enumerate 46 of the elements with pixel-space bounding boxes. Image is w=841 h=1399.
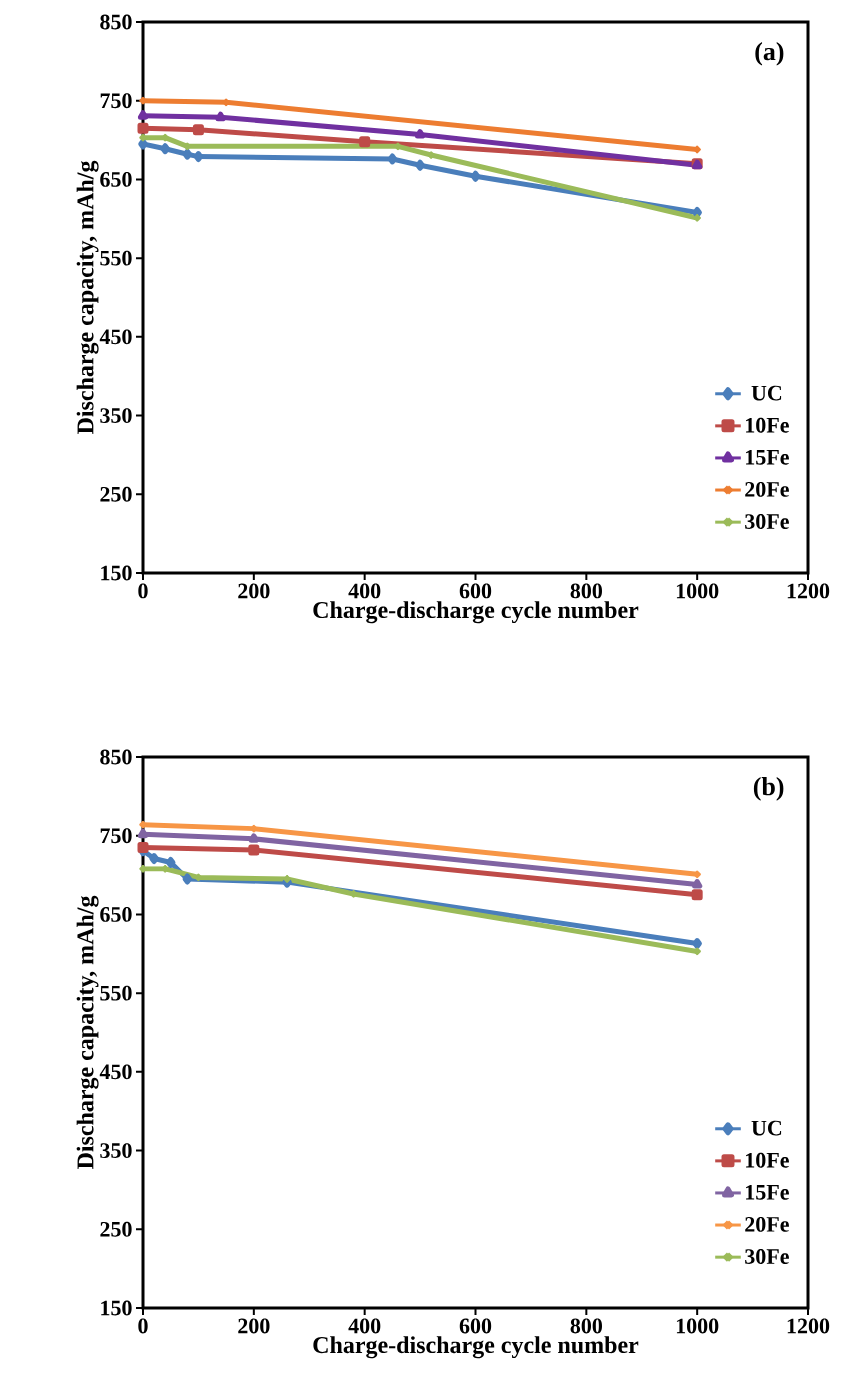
legend-label: 30Fe [745, 1249, 789, 1264]
y-tick-label: 150 [101, 565, 132, 581]
annotation: (a) [755, 42, 784, 66]
x-tick-label: 200 [238, 1318, 270, 1334]
legend-label: 20Fe [745, 1216, 789, 1232]
y-tick-label: 750 [100, 828, 132, 844]
x-tick-label: 600 [459, 583, 492, 599]
x-tick-label: 1200 [787, 1318, 830, 1334]
x-tick-label: 800 [570, 583, 602, 599]
x-axis-title: Charge-discharge cycle number [313, 601, 639, 624]
y-tick-label: 650 [100, 907, 132, 922]
legend-label: 15Fe [746, 1184, 789, 1200]
y-tick-label: 550 [100, 250, 132, 266]
y-tick-label: 850 [100, 14, 132, 30]
y-tick-label: 350 [100, 408, 132, 423]
x-tick-label: 400 [348, 1318, 381, 1334]
annotation: (b) [753, 777, 784, 801]
legend-label: 20Fe [745, 481, 789, 497]
y-tick-label: 750 [100, 93, 132, 109]
y-tick-label: 450 [99, 1064, 132, 1080]
x-tick-label: 0 [138, 1318, 148, 1334]
legend-label: 10Fe [746, 1152, 789, 1168]
y-axis-title: Discharge capacity, mAh/g [76, 895, 99, 1170]
x-tick-label: 800 [570, 1318, 602, 1334]
legend-label: 15Fe [746, 449, 789, 465]
y-tick-label: 850 [100, 749, 132, 765]
x-tick-label: 0 [138, 583, 148, 599]
x-tick-label: 600 [459, 1318, 492, 1334]
x-tick-label: 1000 [676, 1318, 719, 1334]
y-tick-label: 150 [101, 1300, 132, 1316]
y-tick-label: 650 [100, 171, 132, 187]
x-tick-label: 1000 [676, 583, 719, 599]
x-tick-label: 400 [348, 583, 381, 599]
y-axis-title: Discharge capacity, mAh/g [76, 160, 99, 435]
y-tick-label: 250 [100, 486, 132, 502]
y-tick-label: 550 [100, 985, 132, 1001]
legend-label: UC [751, 1120, 782, 1136]
legend-label: 30Fe [745, 514, 789, 529]
legend-label: 10Fe [746, 417, 789, 433]
x-axis-title: Charge-discharge cycle number [313, 1336, 639, 1359]
y-tick-label: 350 [100, 1143, 132, 1158]
legend-label: UC [751, 385, 782, 401]
y-tick-label: 250 [100, 1221, 132, 1237]
x-tick-label: 1200 [787, 583, 830, 599]
x-tick-label: 200 [238, 583, 270, 599]
y-tick-label: 450 [99, 329, 132, 345]
